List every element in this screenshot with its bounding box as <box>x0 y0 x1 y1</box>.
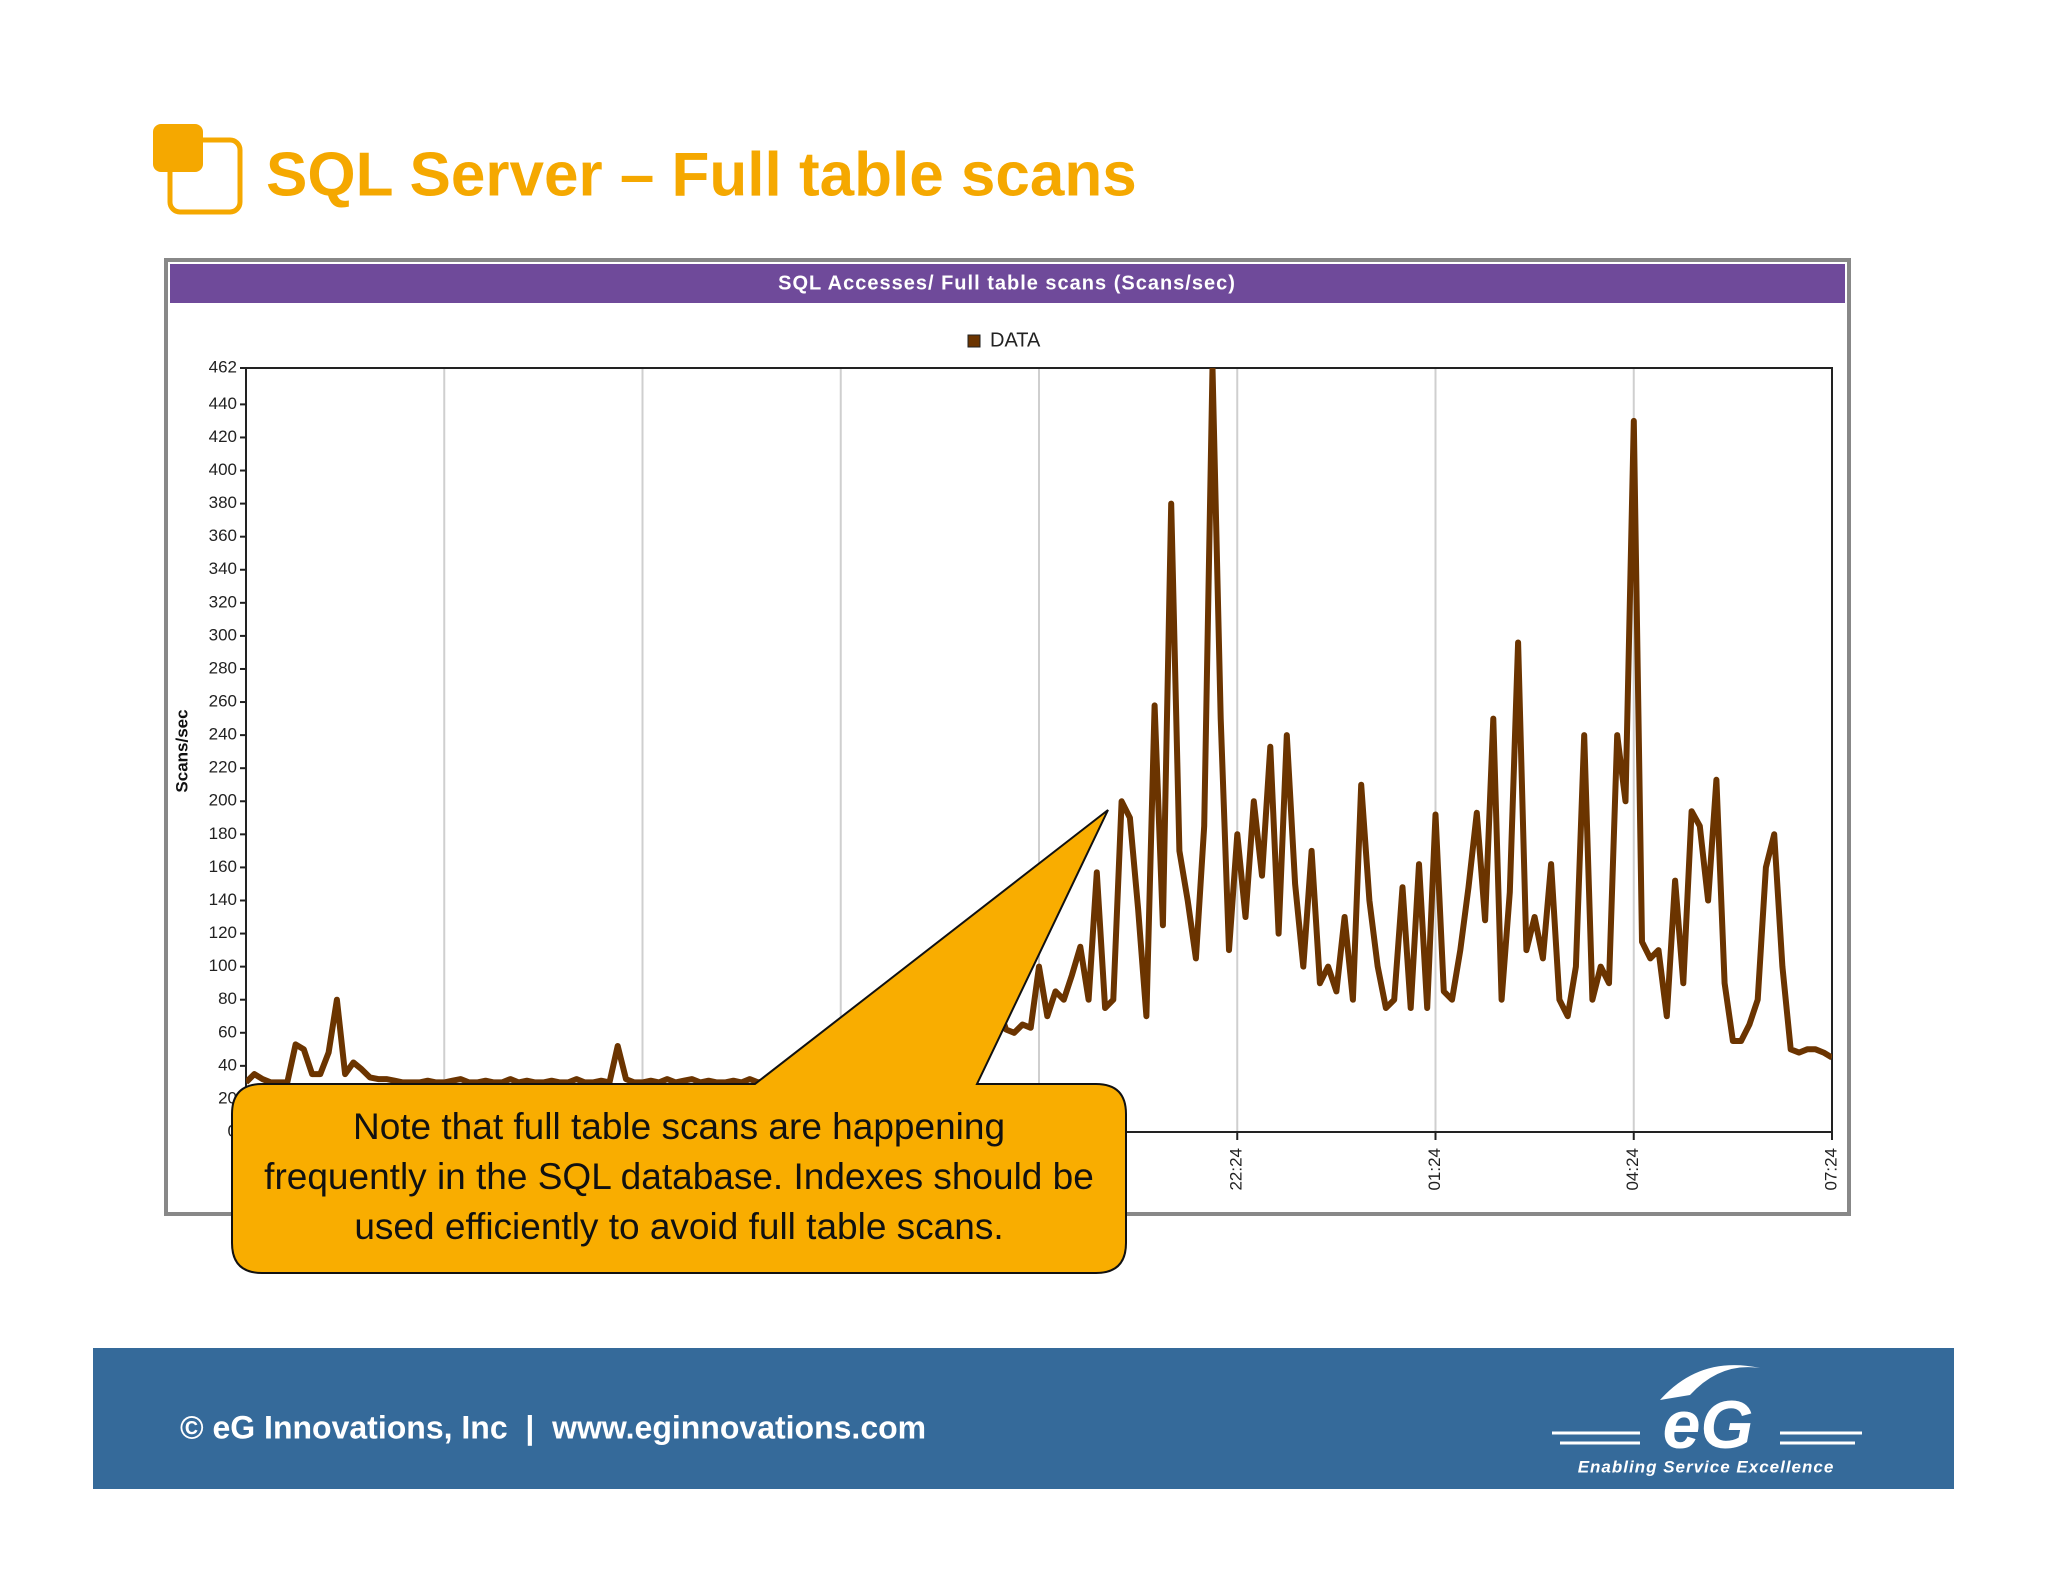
y-tick-label: 440 <box>209 394 237 413</box>
y-tick-label: 340 <box>209 559 237 578</box>
logo-swoosh <box>1660 1365 1760 1400</box>
y-tick-label: 120 <box>209 923 237 942</box>
legend-label: DATA <box>990 329 1041 351</box>
footer-bar <box>93 1348 1954 1489</box>
x-tick-label: 01:24 <box>1425 1148 1444 1191</box>
y-tick-label: 60 <box>218 1022 237 1041</box>
y-tick-label: 380 <box>209 493 237 512</box>
y-tick-label: 140 <box>209 890 237 909</box>
y-tick-label: 160 <box>209 857 237 876</box>
x-tick-label: 07:24 <box>1821 1148 1840 1191</box>
callout-text: Note that full table scans are happening <box>353 1106 1005 1147</box>
x-tick-label: 04:24 <box>1623 1148 1642 1191</box>
data-line <box>246 368 1832 1086</box>
logo: eG Enabling Service Excellence <box>1552 1365 1862 1476</box>
y-tick-label: 40 <box>218 1055 237 1074</box>
chart-title: SQL Accesses/ Full table scans (Scans/se… <box>778 272 1236 294</box>
y-tick-label: 280 <box>209 658 237 677</box>
callout-text: frequently in the SQL database. Indexes … <box>264 1156 1094 1197</box>
y-tick-label: 100 <box>209 956 237 975</box>
y-tick-label: 240 <box>209 725 237 744</box>
plot: 22:2401:2404:2407:2402040608010012014016… <box>209 329 1841 1190</box>
y-tick-label: 420 <box>209 427 237 446</box>
slide-title: SQL Server – Full table scans <box>266 140 1137 209</box>
callout-bubble <box>231 809 1127 1274</box>
callout-text: used efficiently to avoid full table sca… <box>354 1206 1003 1247</box>
x-tick-label: 22:24 <box>1227 1148 1246 1191</box>
y-tick-label: 20 <box>218 1088 237 1107</box>
title-icon-fill <box>153 124 203 172</box>
y-tick-label: 360 <box>209 526 237 545</box>
logo-text: eG <box>1663 1387 1754 1463</box>
legend-swatch <box>967 334 981 348</box>
y-tick-label: 400 <box>209 460 237 479</box>
y-tick-label: 80 <box>218 989 237 1008</box>
y-tick-label: 300 <box>209 625 237 644</box>
callout: Note that full table scans are happening… <box>231 809 1127 1274</box>
chart-header <box>170 264 1845 303</box>
y-tick-label: 462 <box>209 357 237 376</box>
y-tick-label: 180 <box>209 824 237 843</box>
y-tick-label: 200 <box>209 791 237 810</box>
y-tick-label: 220 <box>209 758 237 777</box>
title-icon-outline <box>167 137 243 215</box>
footer-text: © eG Innovations, Inc | www.eginnovation… <box>180 1409 926 1445</box>
y-tick-label: 260 <box>209 692 237 711</box>
y-axis-label: Scans/sec <box>172 709 191 792</box>
logo-tagline: Enabling Service Excellence <box>1578 1457 1835 1476</box>
y-tick-label: 320 <box>209 592 237 611</box>
